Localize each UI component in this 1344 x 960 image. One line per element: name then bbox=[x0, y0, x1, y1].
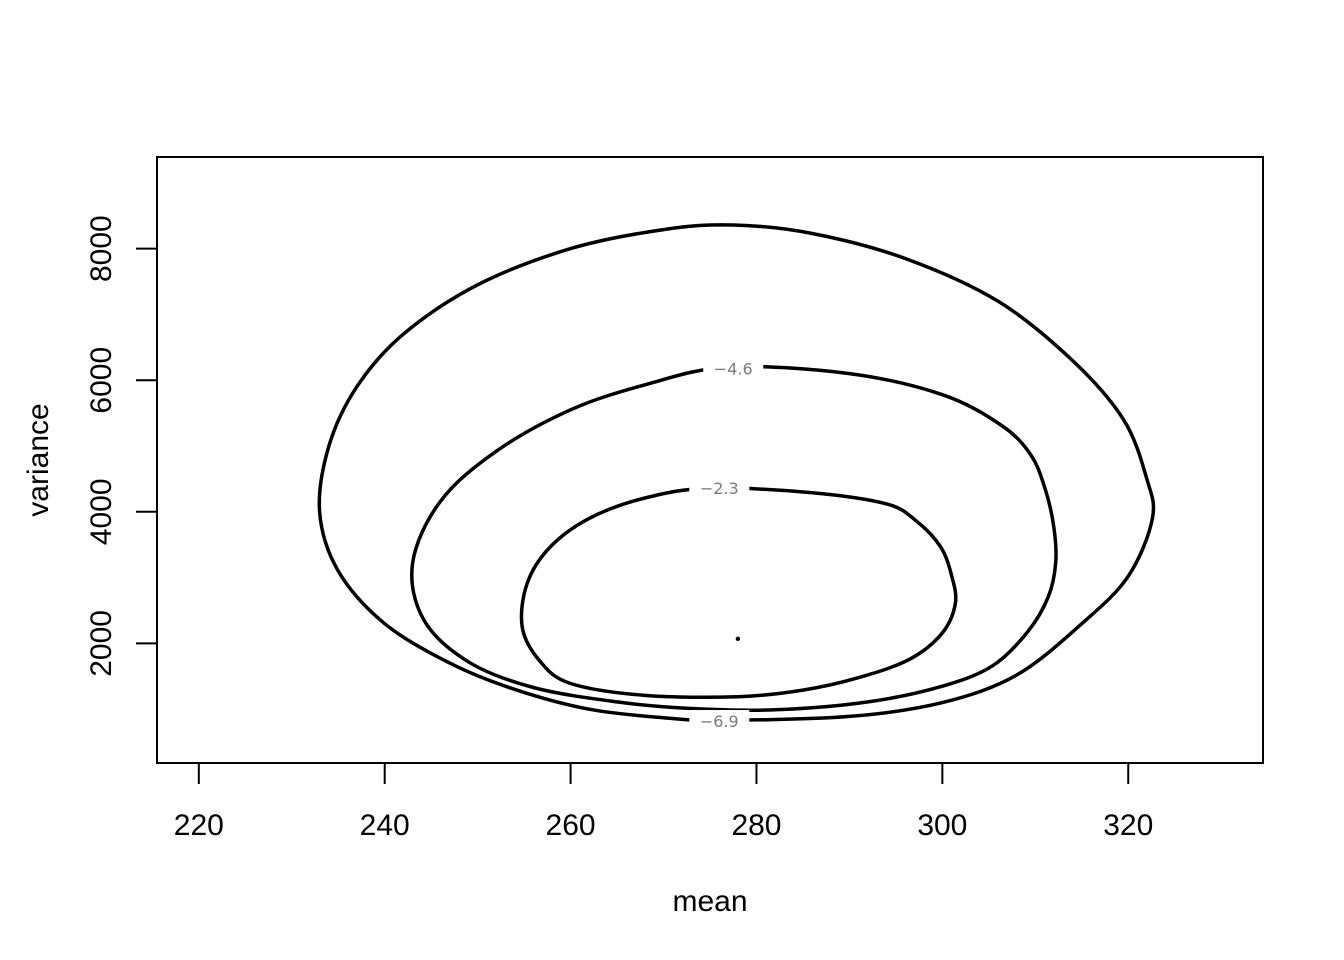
maximum-point bbox=[735, 636, 741, 641]
y-tick-label: 8000 bbox=[85, 215, 118, 282]
x-tick-label: 300 bbox=[917, 809, 967, 842]
contour-labels: −2.3 −4.6 −6.9 bbox=[689, 357, 764, 733]
plot-border bbox=[156, 156, 1264, 764]
contour-line-2 bbox=[410, 364, 1058, 712]
x-tick-label: 320 bbox=[1103, 809, 1153, 842]
y-axis-title: variance bbox=[22, 403, 55, 516]
x-tick-label: 280 bbox=[731, 809, 781, 842]
y-tick-label: 6000 bbox=[85, 347, 118, 414]
contour-label-bg bbox=[703, 357, 764, 380]
contour-label: −6.9 bbox=[700, 712, 739, 731]
x-tick-label: 220 bbox=[174, 809, 224, 842]
y-tick-label: 2000 bbox=[85, 610, 118, 677]
contour-label-bg bbox=[689, 710, 750, 733]
x-axis-title: mean bbox=[672, 885, 747, 918]
contour-label: −4.6 bbox=[714, 359, 753, 378]
contour-lines bbox=[317, 223, 1156, 723]
y-tick-label: 4000 bbox=[85, 478, 118, 545]
y-axis: 2000 4000 6000 8000 bbox=[85, 215, 158, 677]
x-tick-label: 240 bbox=[360, 809, 410, 842]
contour-line-3 bbox=[317, 223, 1156, 723]
x-tick-label: 260 bbox=[546, 809, 596, 842]
x-axis: 220 240 260 280 300 320 bbox=[174, 762, 1153, 842]
contour-label-bg bbox=[689, 477, 750, 500]
contour-line-1 bbox=[519, 486, 958, 700]
contour-label: −2.3 bbox=[700, 479, 739, 498]
